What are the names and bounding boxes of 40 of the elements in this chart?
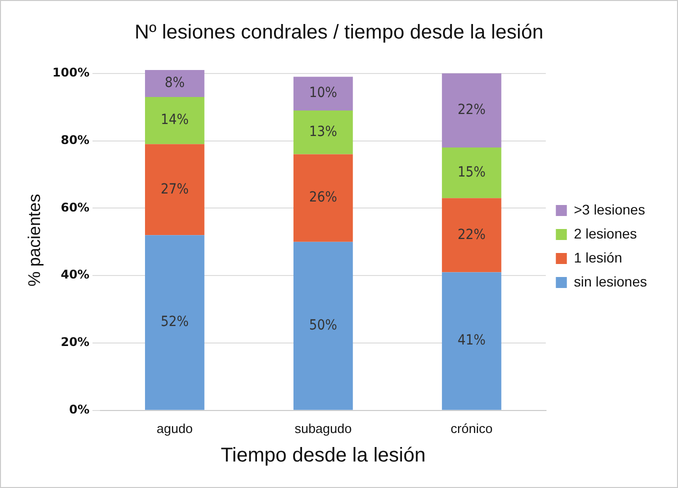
x-tick-label: subagudo (294, 420, 352, 436)
data-label: 27% (160, 181, 189, 198)
x-tick-label: agudo (156, 420, 193, 436)
legend-label: 2 lesiones (574, 225, 637, 242)
data-label: 52% (160, 314, 189, 330)
bar (145, 70, 204, 97)
x-axis-title: Tiempo desde la lesión (220, 444, 426, 467)
x-tick-label: crónico (450, 420, 493, 436)
legend-label: sin lesiones (574, 273, 648, 290)
data-label: 14% (160, 112, 189, 128)
legend-label: >3 lesiones (574, 201, 646, 218)
data-label: 13% (309, 124, 338, 140)
data-label: 15% (458, 164, 486, 180)
y-tick-label: 20% (60, 335, 90, 350)
bar (442, 198, 502, 272)
data-label: 22% (458, 226, 486, 243)
bar (145, 144, 204, 236)
bar (293, 154, 353, 242)
data-label: 22% (458, 102, 486, 118)
y-tick-label: 0% (69, 402, 90, 417)
y-tick-label: 60% (60, 200, 90, 214)
data-label: 26% (309, 190, 338, 206)
bar (293, 76, 353, 110)
data-label: 41% (458, 332, 486, 349)
bar (442, 73, 502, 148)
bar (442, 272, 502, 410)
y-tick-label: 100% (52, 65, 90, 80)
bar (145, 235, 204, 410)
data-label: 8% (164, 75, 185, 92)
y-tick-label: 40% (60, 268, 90, 282)
data-label: 50% (309, 318, 338, 334)
bar (293, 242, 353, 410)
data-label: 10% (309, 85, 338, 102)
y-tick-label: 80% (60, 132, 90, 147)
bar (145, 96, 204, 144)
bar (442, 148, 502, 198)
y-axis-title: % pacientes (24, 194, 44, 287)
bar (293, 110, 353, 154)
legend-label: 1 lesión (574, 249, 622, 266)
chart-title: Nº lesiones condrales / tiempo desde la lesión (134, 22, 544, 44)
